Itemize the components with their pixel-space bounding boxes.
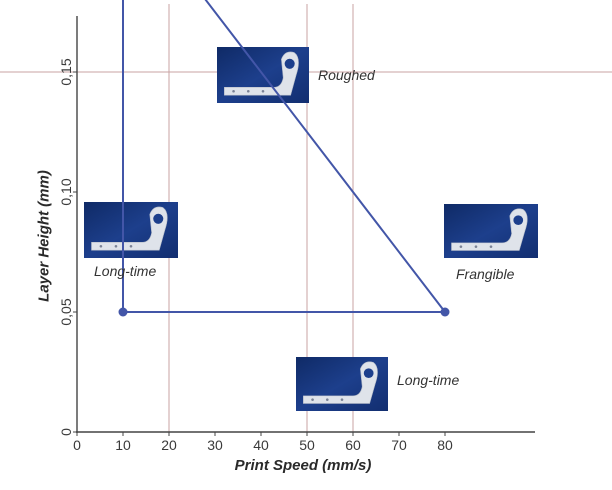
part-rivet — [489, 245, 493, 248]
part-rivet — [459, 245, 463, 248]
y-tick-label: 0,15 — [58, 58, 74, 85]
printed-part — [91, 206, 168, 251]
part-hole — [513, 215, 524, 226]
part-rivet — [99, 244, 103, 248]
axes — [76, 16, 535, 433]
part-photo — [296, 357, 388, 411]
x-tick-label: 80 — [437, 437, 453, 453]
data-point — [440, 307, 450, 317]
part-rivet — [311, 398, 314, 401]
y-tick-label: 0,10 — [58, 178, 74, 205]
part-rivet — [129, 244, 133, 248]
printed-part — [303, 361, 378, 404]
part-rivet — [474, 245, 478, 248]
part-rivet — [232, 89, 235, 93]
part-photo — [84, 202, 178, 258]
photos — [84, 47, 538, 411]
annotations: Roughed Long-time Frangible Long-time — [94, 67, 515, 388]
series-line — [122, 0, 446, 313]
part-hole — [153, 213, 164, 224]
data-point — [118, 307, 128, 317]
part-rivet — [340, 398, 344, 401]
part-hole — [363, 368, 374, 379]
annotation-label: Roughed — [318, 67, 376, 83]
series — [118, 0, 450, 317]
x-tick-label: 20 — [161, 437, 177, 453]
part-rivet — [114, 244, 118, 248]
tick-labels: 0102030405060708000,050,100,150,200,250,… — [58, 58, 453, 453]
y-tick-label: 0,05 — [58, 298, 74, 325]
x-tick-label: 40 — [253, 437, 269, 453]
x-tick-label: 60 — [345, 437, 361, 453]
annotation-label: Long-time — [397, 372, 459, 388]
annotation-label: Frangible — [456, 266, 515, 282]
annotation-label: Long-time — [94, 263, 156, 279]
part-rivet — [261, 89, 265, 93]
x-tick-label: 0 — [73, 437, 81, 453]
x-tick-label: 50 — [299, 437, 315, 453]
x-tick-label: 10 — [115, 437, 131, 453]
part-photo — [444, 204, 538, 258]
y-axis-title: Layer Height (mm) — [36, 170, 53, 302]
printed-part — [451, 208, 528, 251]
x-tick-label: 30 — [207, 437, 223, 453]
x-axis-title: Print Speed (mm/s) — [235, 457, 372, 474]
part-rivet — [325, 398, 329, 401]
part-hole — [284, 58, 295, 69]
y-tick-label: 0 — [58, 428, 74, 436]
printed-part — [224, 51, 299, 96]
part-rivet — [246, 89, 250, 93]
x-tick-label: 70 — [391, 437, 407, 453]
